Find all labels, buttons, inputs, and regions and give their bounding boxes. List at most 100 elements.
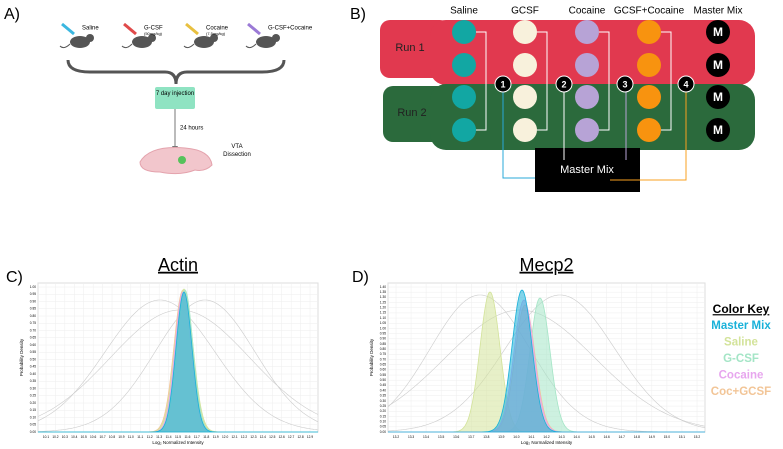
well — [706, 53, 730, 77]
x-tick-label: 10.2 — [52, 435, 58, 439]
plot-title: Mecp2 — [519, 255, 573, 275]
connector — [599, 31, 610, 131]
key-item: Cocaine — [719, 370, 764, 382]
x-tick-label: 13.7 — [468, 435, 474, 439]
x-tick-label: 10.7 — [99, 435, 105, 439]
mouse-head — [148, 34, 156, 42]
panel-label: A) — [4, 6, 20, 23]
x-tick-label: 11.9 — [213, 435, 219, 439]
x-tick-label: 13.5 — [438, 435, 444, 439]
brace — [66, 59, 286, 85]
panel-label: C) — [6, 269, 23, 286]
well — [706, 20, 730, 44]
step — [555, 75, 573, 93]
y-tick-label: 0.75 — [30, 321, 36, 325]
well — [637, 85, 661, 109]
well — [513, 53, 537, 77]
y-tick-label: 0.00 — [380, 430, 386, 434]
x-tick-label: 11.8 — [203, 435, 209, 439]
y-tick-label: 0.15 — [380, 414, 386, 418]
endpoint: VTA Dissection — [223, 144, 251, 158]
injection-text: 7 day injection — [155, 91, 195, 97]
y-tick-label: 0.05 — [30, 423, 36, 427]
run-label: Run 2 — [397, 107, 426, 119]
step — [677, 75, 695, 93]
y-tick-label: 1.35 — [380, 290, 386, 294]
x-tick-label: 13.9 — [498, 435, 504, 439]
y-axis-label: Probability Density — [19, 338, 24, 376]
y-tick-label: 0.70 — [30, 328, 36, 332]
x-tick-label: 11.0 — [128, 435, 134, 439]
well — [706, 118, 730, 142]
brain — [139, 147, 213, 175]
y-tick-label: 0.10 — [380, 419, 386, 423]
well — [452, 53, 476, 77]
syringe — [185, 22, 199, 36]
step-number: 1 — [500, 79, 505, 89]
y-tick-label: 0.35 — [380, 394, 386, 398]
x-tick-label: 12.4 — [260, 435, 266, 439]
group-dose: (7.5mg/kg) — [206, 31, 226, 36]
mouse — [132, 36, 152, 48]
x-tick-label: 11.1 — [137, 435, 143, 439]
x-tick-label: 14.9 — [649, 435, 655, 439]
density-curve — [387, 294, 706, 432]
y-tick-label: 0.10 — [30, 415, 36, 419]
x-tick-label: 12.7 — [288, 435, 294, 439]
x-tick-label: 11.4 — [166, 435, 172, 439]
y-tick-label: 1.00 — [380, 326, 386, 330]
y-tick-label: 0.95 — [380, 331, 386, 335]
key-item: Saline — [724, 337, 758, 349]
route — [502, 90, 535, 179]
y-tick-label: 0.95 — [30, 292, 36, 296]
tail — [59, 43, 71, 49]
x-tick-label: 11.3 — [156, 435, 162, 439]
x-tick-label: 14.1 — [528, 435, 534, 439]
x-tick-label: 13.4 — [423, 435, 429, 439]
y-tick-label: 0.65 — [380, 363, 386, 367]
column-header: Saline — [450, 6, 478, 17]
syringe — [123, 22, 137, 36]
y-tick-label: 0.05 — [380, 425, 386, 429]
well-label: M — [713, 58, 723, 72]
key-item: Master Mix — [711, 320, 771, 332]
injection-box-text: 7 day injection — [155, 91, 195, 97]
interval: 24 hours — [180, 126, 203, 132]
route — [610, 90, 687, 181]
well — [452, 85, 476, 109]
density-curve — [388, 289, 705, 433]
y-tick-label: 0.15 — [30, 408, 36, 412]
well-label: M — [713, 25, 723, 39]
density-curve — [37, 299, 319, 431]
x-tick-label: 12.6 — [279, 435, 285, 439]
connector — [476, 31, 487, 131]
y-tick-label: 0.60 — [380, 368, 386, 372]
x-tick-label: 12.8 — [297, 435, 303, 439]
x-tick-label: 15.1 — [679, 435, 685, 439]
well-label: M — [713, 90, 723, 104]
step — [494, 75, 512, 93]
well — [575, 85, 599, 109]
well — [637, 20, 661, 44]
mouse-head — [86, 34, 94, 42]
x-tick-label: 12.2 — [241, 435, 247, 439]
group-name: Cocaine — [206, 26, 229, 32]
y-tick-label: 1.25 — [380, 300, 386, 304]
x-tick-label: 14.7 — [619, 435, 625, 439]
mouse — [256, 36, 276, 48]
x-tick-label: 11.2 — [147, 435, 153, 439]
y-tick-label: 1.10 — [380, 316, 386, 320]
group-name: G-CSF — [144, 26, 163, 32]
well — [706, 85, 730, 109]
well — [575, 20, 599, 44]
x-tick-label: 15.0 — [664, 435, 670, 439]
well — [513, 85, 537, 109]
mouse — [194, 36, 214, 48]
y-tick-label: 0.90 — [380, 337, 386, 341]
mice: Saline G-CSF(50mg/kg) Cocaine(7.5mg/kg) G-C… — [59, 22, 313, 49]
y-tick-label: 0.50 — [380, 378, 386, 382]
y-tick-label: 0.55 — [380, 373, 386, 377]
x-tick-label: 13.3 — [408, 435, 414, 439]
